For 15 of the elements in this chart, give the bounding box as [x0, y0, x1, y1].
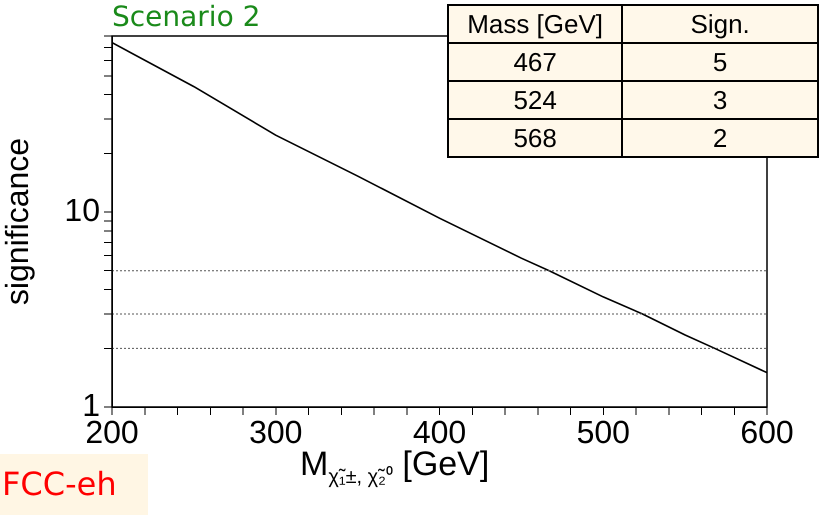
annotation: Sign. — [622, 5, 818, 43]
annotation: 467 — [448, 43, 622, 81]
y-tick-label: 10 — [64, 192, 100, 228]
chart-title: Scenario 2 — [112, 0, 260, 33]
x-tick-label: 300 — [249, 414, 302, 450]
annotation: 5 — [622, 43, 818, 81]
x-tick-label: 600 — [740, 414, 794, 450]
annotation: Mass [GeV] — [448, 5, 622, 43]
text: FCC-eh — [0, 454, 148, 515]
annotation: 524 — [448, 81, 622, 119]
y-axis-title: significance — [0, 138, 36, 306]
x-tick-label: 500 — [576, 414, 630, 450]
annotation: 3 — [622, 81, 818, 119]
annotation: 568 — [448, 119, 622, 157]
annotation: 2 — [622, 119, 818, 157]
